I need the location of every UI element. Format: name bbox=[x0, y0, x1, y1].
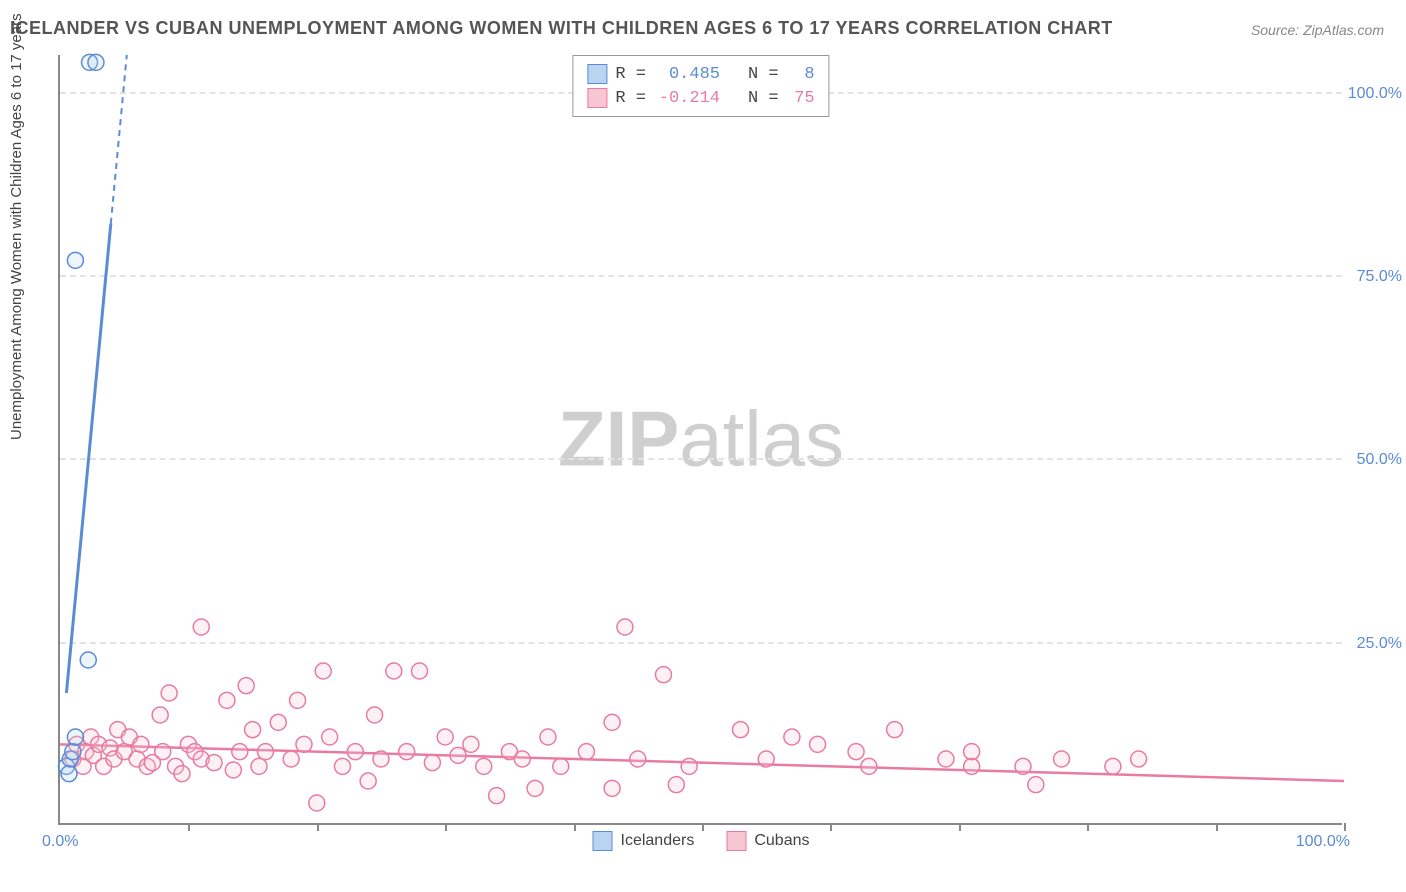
n-value-icelanders: 8 bbox=[787, 65, 815, 84]
y-tick-label: 50.0% bbox=[1357, 451, 1402, 469]
legend-label-cubans: Cubans bbox=[754, 832, 809, 850]
x-tick-0: 0.0% bbox=[42, 833, 78, 851]
chart-title: ICELANDER VS CUBAN UNEMPLOYMENT AMONG WO… bbox=[10, 18, 1113, 39]
x-tick-100: 100.0% bbox=[1296, 833, 1350, 851]
legend-swatch-cubans bbox=[726, 831, 746, 851]
y-tick-label: 100.0% bbox=[1348, 85, 1402, 103]
legend-item-icelanders: Icelanders bbox=[593, 831, 695, 851]
legend-item-cubans: Cubans bbox=[726, 831, 809, 851]
r-value-cubans: -0.214 bbox=[654, 89, 720, 108]
stats-row-icelanders: R = 0.485 N = 8 bbox=[587, 62, 814, 86]
scatter-svg bbox=[60, 55, 1342, 823]
legend-swatch-icelanders bbox=[593, 831, 613, 851]
r-label: R = bbox=[615, 65, 646, 84]
y-tick-label: 75.0% bbox=[1357, 268, 1402, 286]
n-label: N = bbox=[748, 89, 779, 108]
swatch-cubans bbox=[587, 88, 607, 108]
plot-area: ZIPatlas 25.0%50.0%75.0%100.0% R = 0.485… bbox=[58, 55, 1342, 825]
y-tick-label: 25.0% bbox=[1357, 635, 1402, 653]
bottom-legend: Icelanders Cubans bbox=[593, 831, 810, 851]
r-value-icelanders: 0.485 bbox=[654, 65, 720, 84]
stats-legend-box: R = 0.485 N = 8 R = -0.214 N = 75 bbox=[572, 55, 829, 117]
r-label: R = bbox=[615, 89, 646, 108]
swatch-icelanders bbox=[587, 64, 607, 84]
n-label: N = bbox=[748, 65, 779, 84]
y-axis-label: Unemployment Among Women with Children A… bbox=[8, 13, 25, 440]
source-attribution: Source: ZipAtlas.com bbox=[1251, 22, 1384, 38]
legend-label-icelanders: Icelanders bbox=[621, 832, 695, 850]
n-value-cubans: 75 bbox=[787, 89, 815, 108]
stats-row-cubans: R = -0.214 N = 75 bbox=[587, 86, 814, 110]
